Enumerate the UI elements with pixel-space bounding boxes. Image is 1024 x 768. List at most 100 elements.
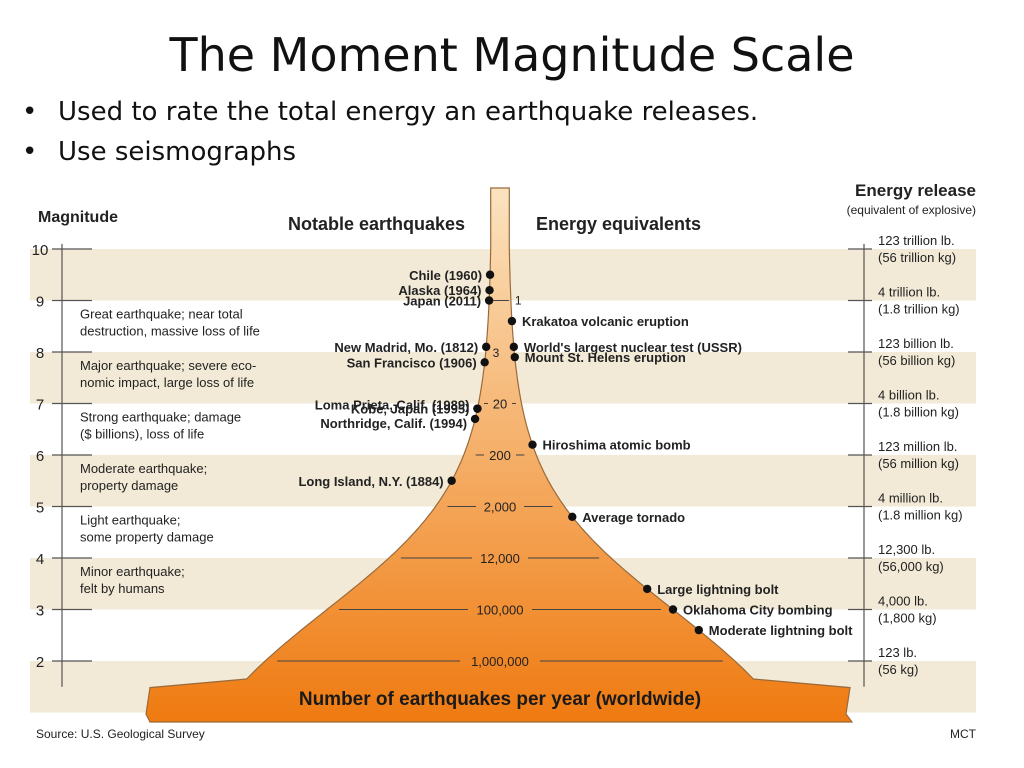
notable-earthquake-marker (480, 358, 489, 367)
magnitude-tick-label: 10 (32, 242, 49, 259)
energy-release-label: (56 kg) (878, 662, 918, 677)
notable-earthquake-marker (485, 286, 494, 295)
energy-release-label: 4 trillion lb. (878, 285, 940, 300)
notable-earthquake-marker (485, 270, 495, 279)
energy-release-subtitle: (equivalent of explosive) (847, 203, 976, 217)
energy-release-label: 4 million lb. (878, 491, 943, 506)
figure-text: Magnitude Notable earthquakes Energy equiv… (32, 181, 977, 741)
notable-earthquake-label: New Madrid, Mo. (1812) (334, 340, 478, 355)
quakes-per-year-label: 20 (493, 397, 507, 412)
energy-equivalents-header: Energy equivalents (536, 214, 701, 234)
magnitude-tick-label: 7 (36, 397, 44, 414)
magnitude-tick-label: 8 (36, 345, 44, 362)
quakes-per-year-label: 2,000 (484, 500, 517, 515)
energy-release-label: (56 million kg) (878, 456, 959, 471)
magnitude-tick-label: 9 (36, 294, 44, 311)
energy-equivalent-marker (510, 352, 519, 362)
magnitude-description: destruction, massive loss of life (80, 324, 260, 339)
magnitude-tick-label: 4 (36, 551, 44, 568)
energy-equivalent-label: Oklahoma City bombing (683, 603, 833, 618)
magnitude-description: Great earthquake; near total (80, 307, 243, 322)
magnitude-header: Magnitude (38, 209, 118, 226)
artist-credit: MCT (950, 727, 977, 741)
energy-equivalent-marker (642, 584, 652, 594)
magnitude-description: Minor earthquake; (80, 564, 185, 579)
quakes-per-year-label: 12,000 (480, 551, 520, 566)
magnitude-tick-label: 3 (36, 603, 44, 620)
magnitude-description: some property damage (80, 530, 214, 545)
energy-equivalent-label: Mount St. Helens eruption (525, 350, 686, 365)
notable-earthquake-marker (481, 342, 491, 352)
notable-earthquake-label: San Francisco (1906) (347, 355, 477, 370)
magnitude-description: Major earthquake; severe eco- (80, 358, 256, 373)
energy-release-header: Energy release (855, 181, 976, 200)
magnitude-description: ($ billions), loss of life (80, 427, 204, 442)
energy-release-label: 4,000 lb. (878, 594, 928, 609)
energy-equivalent-marker (668, 605, 678, 614)
bullet-text: Use seismographs (58, 137, 297, 167)
quakes-per-year-label: 1,000,000 (471, 654, 529, 669)
energy-equivalent-label: Krakatoa volcanic eruption (522, 314, 689, 329)
notable-earthquake-label: Loma Prieta, Calif. (1989) (315, 398, 470, 413)
notable-earthquake-label: Japan (2011) (403, 294, 481, 309)
energy-release-label: 123 trillion lb. (878, 233, 955, 248)
magnitude-tick-label: 2 (36, 654, 44, 671)
energy-release-label: (56 trillion kg) (878, 250, 956, 265)
notable-earthquake-label: Long Island, N.Y. (1884) (298, 474, 443, 489)
slide-title: The Moment Magnitude Scale (169, 28, 855, 82)
energy-release-label: (1,800 kg) (878, 611, 937, 626)
energy-release-label: (1.8 trillion kg) (878, 302, 960, 317)
quakes-per-year-label: 100,000 (477, 603, 524, 618)
quakes-per-year-label: 3 (493, 346, 500, 360)
energy-equivalent-label: World's largest nuclear test (USSR) (524, 340, 742, 355)
quakes-per-year-label: 200 (489, 448, 511, 463)
energy-equivalent-label: Large lightning bolt (657, 582, 779, 597)
notable-earthquake-marker (473, 404, 482, 413)
notable-earthquake-label: Chile (1960) (409, 268, 482, 283)
energy-release-label: 4 billion lb. (878, 388, 939, 403)
energy-equivalent-marker (694, 625, 704, 635)
leader-lines (52, 243, 872, 687)
notable-earthquake-label: Alaska (1964) (398, 283, 481, 298)
notable-earthquake-label: Northridge, Calif. (1994) (320, 416, 467, 431)
quakes-per-year-label: 1 (515, 294, 522, 308)
bullet-item: • Used to rate the total energy an earthq… (22, 92, 758, 132)
notable-earthquake-marker (470, 414, 480, 424)
energy-release-label: (1.8 billion kg) (878, 405, 959, 420)
magnitude-description: Light earthquake; (80, 513, 180, 528)
energy-equivalent-marker (528, 440, 537, 449)
notable-earthquake-marker (484, 296, 494, 305)
energy-equivalent-label: Average tornado (582, 510, 685, 525)
bullet-dot-icon: • (22, 137, 38, 167)
bullet-item: • Use seismographs (22, 132, 758, 172)
magnitude-description: nomic impact, large loss of life (80, 375, 254, 390)
magnitude-tick-label: 6 (36, 448, 44, 465)
magnitude-description: Strong earthquake; damage (80, 410, 241, 425)
energy-equivalent-label: Moderate lightning bolt (709, 623, 853, 638)
energy-release-label: (56,000 kg) (878, 559, 944, 574)
notable-earthquake-marker (447, 476, 456, 485)
magnitude-description: Moderate earthquake; (80, 461, 207, 476)
energy-release-label: 123 billion lb. (878, 336, 954, 351)
energy-release-label: 12,300 lb. (878, 542, 935, 557)
bullet-list: • Used to rate the total energy an earthq… (22, 92, 758, 172)
magnitude-description: property damage (80, 478, 178, 493)
magnitude-tick-label: 5 (36, 500, 44, 517)
bottom-axis-label: Number of earthquakes per year (worldwid… (299, 689, 701, 710)
energy-equivalent-marker (507, 316, 517, 326)
energy-release-label: (1.8 million kg) (878, 508, 963, 523)
notable-earthquakes-header: Notable earthquakes (288, 214, 465, 234)
bullet-dot-icon: • (22, 97, 38, 127)
energy-equivalent-marker (568, 512, 577, 521)
energy-release-label: 123 million lb. (878, 439, 958, 454)
energy-equivalent-marker (509, 342, 519, 352)
bullet-text: Used to rate the total energy an earthqu… (58, 97, 759, 127)
earthquake-frequency-funnel (145, 187, 854, 723)
energy-release-label: 123 lb. (878, 645, 917, 660)
energy-equivalent-label: Hiroshima atomic bomb (543, 438, 691, 453)
energy-release-label: (56 billion kg) (878, 353, 955, 368)
source-credit: Source: U.S. Geological Survey (36, 727, 205, 741)
magnitude-description: felt by humans (80, 581, 165, 596)
notable-earthquake-label: Kobe, Japan (1995) (351, 402, 470, 417)
